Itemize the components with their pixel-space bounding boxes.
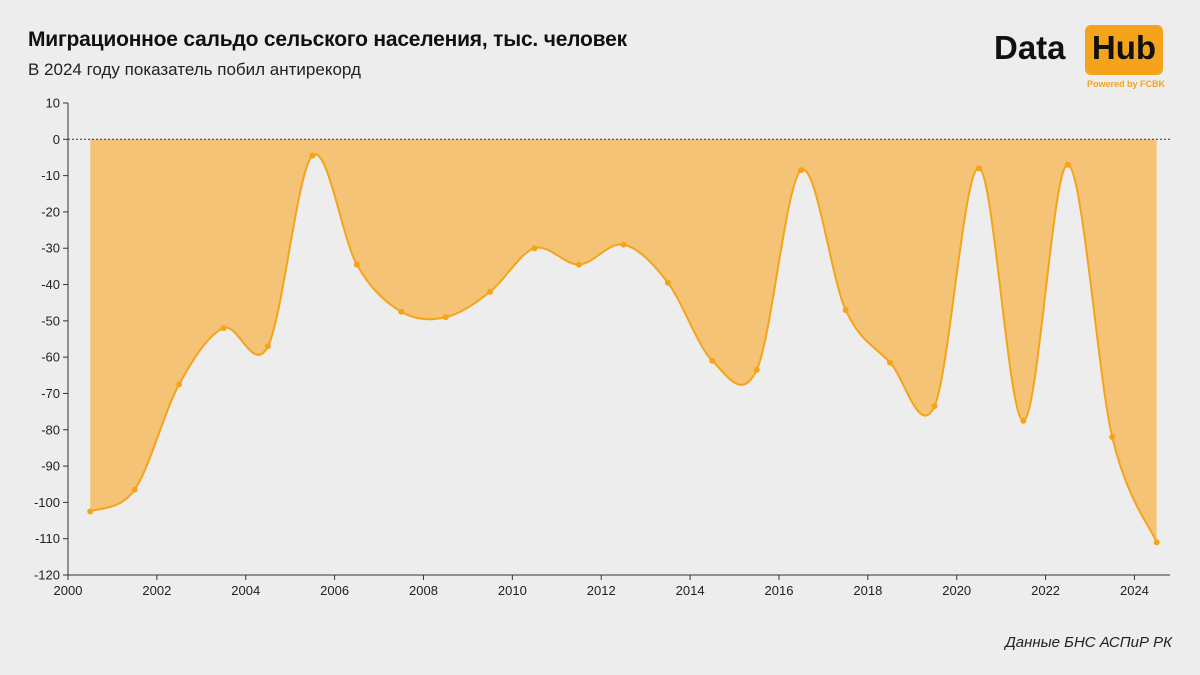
x-tick-label: 2006 <box>320 583 349 598</box>
y-tick-label: -20 <box>41 204 60 219</box>
x-tick-label: 2010 <box>498 583 527 598</box>
y-tick-label: -60 <box>41 350 60 365</box>
data-hub-logo: Data Hub Powered by FCBK <box>994 23 1170 93</box>
data-point <box>1020 417 1027 424</box>
logo-powered-by: Powered by FCBK <box>1087 79 1166 89</box>
y-tick-label: -50 <box>41 313 60 328</box>
y-tick-label: -40 <box>41 277 60 292</box>
x-tick-label: 2022 <box>1031 583 1060 598</box>
data-point <box>887 359 894 366</box>
data-source-note: Данные БНС АСПиР РК <box>1005 634 1172 651</box>
data-point <box>620 241 627 248</box>
y-tick-label: -100 <box>34 495 60 510</box>
data-point <box>798 167 805 174</box>
y-tick-label: -70 <box>41 386 60 401</box>
x-tick-label: 2020 <box>942 583 971 598</box>
y-tick-label: -90 <box>41 459 60 474</box>
x-tick-label: 2012 <box>587 583 616 598</box>
y-tick-label: -10 <box>41 168 60 183</box>
y-tick-label: 0 <box>53 132 60 147</box>
data-point <box>931 403 938 410</box>
data-point <box>1109 434 1116 441</box>
data-point <box>87 508 94 515</box>
y-tick-label: -120 <box>34 568 60 583</box>
data-point <box>176 381 183 388</box>
data-point <box>1064 161 1071 168</box>
data-point <box>1153 539 1160 546</box>
y-tick-label: -30 <box>41 241 60 256</box>
x-tick-label: 2018 <box>853 583 882 598</box>
data-point <box>531 245 538 252</box>
data-point <box>753 366 760 373</box>
x-tick-label: 2008 <box>409 583 438 598</box>
data-point <box>487 288 494 295</box>
axes: 10 0 -10 -20 -30 -40 -50 -60 -70 -80 -90 -100 -110 -1… <box>34 96 1170 598</box>
data-point <box>664 279 671 286</box>
x-tick-label: 2016 <box>765 583 794 598</box>
x-tick-label: 2002 <box>142 583 171 598</box>
data-point <box>131 486 138 493</box>
logo-word-data: Data <box>994 29 1066 66</box>
data-point <box>353 261 360 268</box>
y-tick-label: -80 <box>41 422 60 437</box>
y-tick-label: -110 <box>35 531 60 546</box>
chart-title: Миграционное сальдо сельского населения,… <box>28 28 627 51</box>
data-point <box>709 357 716 364</box>
x-tick-label: 2000 <box>54 583 83 598</box>
data-point <box>220 325 227 332</box>
data-point <box>309 152 316 159</box>
plot-area <box>87 139 1160 546</box>
chart-subtitle: В 2024 году показатель побил антирекорд <box>28 60 361 79</box>
x-tick-label: 2024 <box>1120 583 1149 598</box>
data-point <box>264 343 271 350</box>
area-fill <box>90 139 1157 543</box>
logo-badge: Hub <box>1085 25 1163 75</box>
data-point <box>576 261 583 268</box>
y-tick-label: 10 <box>46 96 60 111</box>
data-point <box>442 314 449 321</box>
series-line <box>89 153 1158 543</box>
x-tick-label: 2004 <box>231 583 260 598</box>
data-point <box>842 306 849 313</box>
data-point <box>398 308 405 315</box>
data-point <box>975 165 982 172</box>
logo-word-hub: Hub <box>1091 29 1157 66</box>
x-tick-label: 2014 <box>676 583 705 598</box>
